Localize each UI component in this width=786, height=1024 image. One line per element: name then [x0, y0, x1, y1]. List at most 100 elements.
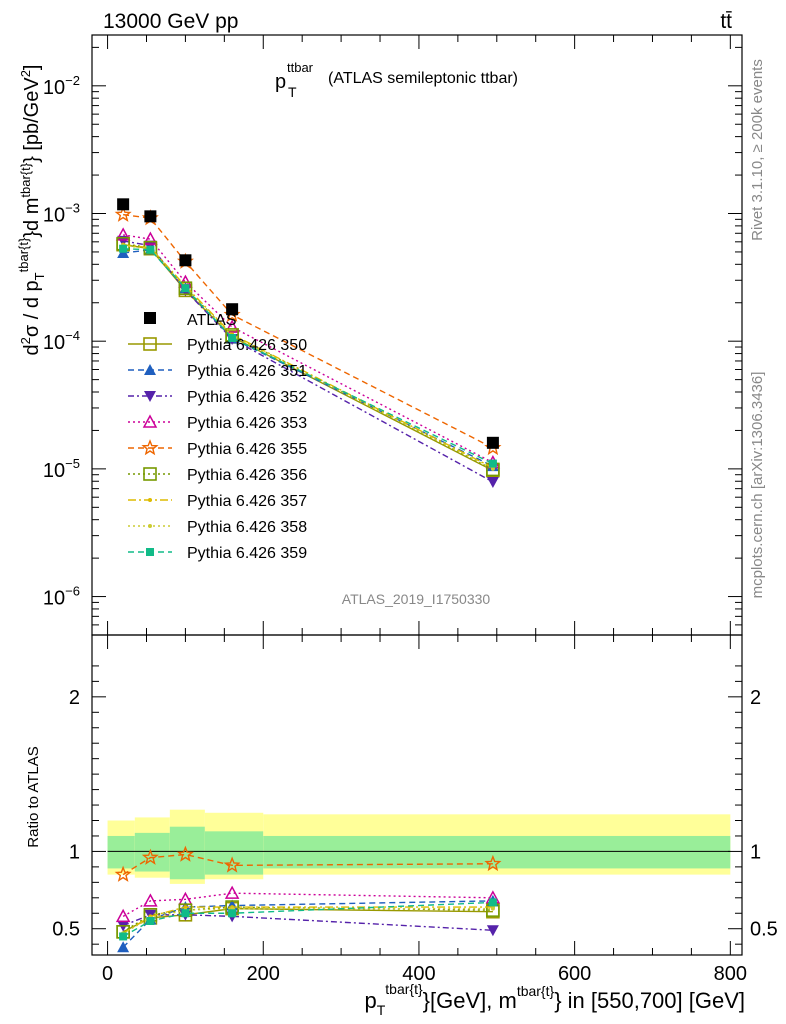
svg-text:d2σ / d pTtbar{t}}d mtbar{t}}: d2σ / d pTtbar{t}}d mtbar{t}} [pb/GeV2] [16, 65, 47, 356]
legend-marker-data [144, 312, 156, 324]
data-point-1 [144, 210, 157, 223]
legend-label-s355: Pythia 6.426 355 [187, 441, 307, 458]
point-s355-0 [114, 205, 132, 222]
xtick-label-2: 400 [402, 963, 435, 985]
series-line-s352 [122, 914, 493, 931]
point-s358-4 [490, 906, 495, 911]
legend-label-s351: Pythia 6.426 351 [187, 363, 307, 380]
point-s353-3 [224, 885, 240, 899]
analysis-id: ATLAS_2019_I1750330 [342, 591, 491, 607]
process-label: tt̄ [720, 10, 732, 33]
series-line-s353 [123, 234, 494, 464]
main-ytick-label-4: 10−2 [43, 73, 80, 99]
point-s351-0 [117, 941, 130, 953]
series-line-s358 [122, 907, 493, 934]
point-s353-3 [224, 319, 240, 333]
point-s355-1 [141, 848, 159, 865]
title-sub: T [288, 84, 297, 100]
ratio-band-inner [169, 826, 205, 880]
ratio-xlabel: pTtbar{t}}[GeV], mtbar{t}} in [550,700] … [364, 981, 745, 1018]
legend-marker-s355 [141, 439, 159, 456]
legend-label-s353: Pythia 6.426 353 [187, 415, 307, 432]
series-line-s357 [123, 243, 494, 469]
series-line-s353 [122, 892, 493, 917]
ratio-ytick-label-r-2: 2 [750, 687, 761, 709]
ratio-ytick-label-r-1: 1 [750, 841, 761, 863]
point-s353-0 [115, 908, 131, 923]
point-s353-0 [115, 227, 131, 241]
xtick-label-0: 0 [102, 963, 113, 985]
point-s359-4 [488, 898, 497, 907]
point-s355-2 [176, 845, 194, 862]
main-ytick-label-3: 10−3 [43, 200, 80, 226]
data-point-0 [117, 198, 130, 211]
point-s355-0 [114, 865, 132, 882]
point-s358-4 [490, 466, 495, 471]
point-s359-3 [228, 909, 237, 918]
legend-marker-s353 [142, 414, 158, 428]
point-s353-1 [143, 893, 158, 907]
legend-marker-s350 [143, 337, 157, 351]
main-ytick-label-0: 10−6 [43, 584, 80, 610]
data-point-3 [226, 303, 239, 316]
point-s359-1 [146, 916, 155, 925]
point-s359-1 [146, 245, 155, 254]
series-line-s356 [123, 243, 494, 471]
legend-label-data: ATLAS [187, 312, 237, 329]
point-s352-4 [486, 476, 499, 488]
title-main: p [275, 71, 286, 93]
point-s352-4 [486, 925, 499, 937]
xtick-label-4: 800 [714, 963, 747, 985]
title-sup: ttbar [287, 60, 314, 75]
xtick-label-1: 200 [247, 963, 280, 985]
point-s359-3 [228, 333, 237, 342]
main-ytick-label-2: 10−4 [43, 328, 80, 354]
legend-marker-s352 [144, 391, 156, 402]
legend-label-s356: Pythia 6.426 356 [187, 467, 307, 484]
title-rest: (ATLAS semileptonic ttbar) [328, 70, 518, 87]
point-s355-4 [484, 854, 502, 872]
point-s359-2 [181, 284, 190, 293]
legend-label-s357: Pythia 6.426 357 [187, 493, 307, 510]
series-line-s355 [122, 853, 493, 876]
svg-text:p: p [275, 71, 286, 93]
legend-marker-s359 [146, 548, 154, 556]
ratio-frame [91, 634, 743, 956]
point-s359-4 [488, 459, 497, 468]
series-line-s355 [123, 213, 494, 449]
legend-marker-s357 [148, 498, 152, 502]
point-s359-0 [119, 932, 128, 941]
ratio-band-inner [134, 832, 170, 872]
point-s359-2 [181, 909, 190, 918]
legend-label-s350: Pythia 6.426 350 [187, 337, 307, 354]
ratio-ytick-label-l-1: 1 [69, 841, 80, 863]
rivet-label: Rivet 3.1.10, ≥ 200k events [749, 59, 766, 241]
point-s352-0 [117, 235, 130, 247]
series-line-s359 [122, 901, 493, 938]
mcplots-label: mcplots.cern.ch [arXiv:1306.3436] [749, 372, 766, 599]
ratio-ytick-label-l-0: 0.5 [52, 919, 80, 941]
ratio-ytick-label-r-0: 0.5 [750, 919, 778, 941]
legend-marker-s358 [148, 524, 152, 528]
legend-marker-s356 [143, 467, 157, 481]
main-ylabel: d2σ / d pTtbar{t}}d mtbar{t}} [pb/GeV2] [16, 65, 47, 356]
xtick-label-3: 600 [558, 963, 591, 985]
energy-label: 13000 GeV pp [103, 10, 238, 33]
series-line-s351 [123, 249, 494, 467]
ratio-ylabel: Ratio to ATLAS [25, 746, 42, 847]
legend-label-s359: Pythia 6.426 359 [187, 545, 307, 562]
point-s357-2 [183, 905, 188, 910]
legend-label-s358: Pythia 6.426 358 [187, 519, 307, 536]
main-ytick-label-1: 10−5 [43, 456, 80, 482]
point-s359-0 [119, 244, 128, 253]
series-line-s359 [123, 248, 494, 465]
series-line-s351 [122, 900, 493, 948]
ratio-band-inner [107, 835, 135, 869]
series-line-s352 [123, 240, 494, 483]
data-point-4 [486, 436, 499, 449]
legend-label-s352: Pythia 6.426 352 [187, 389, 307, 406]
ratio-ytick-label-l-2: 2 [69, 687, 80, 709]
svg-text:pTtbar{t}}[GeV], mtbar{t}} in: pTtbar{t}}[GeV], mtbar{t}} in [550,700] … [364, 981, 745, 1018]
point-s355-3 [223, 856, 241, 873]
